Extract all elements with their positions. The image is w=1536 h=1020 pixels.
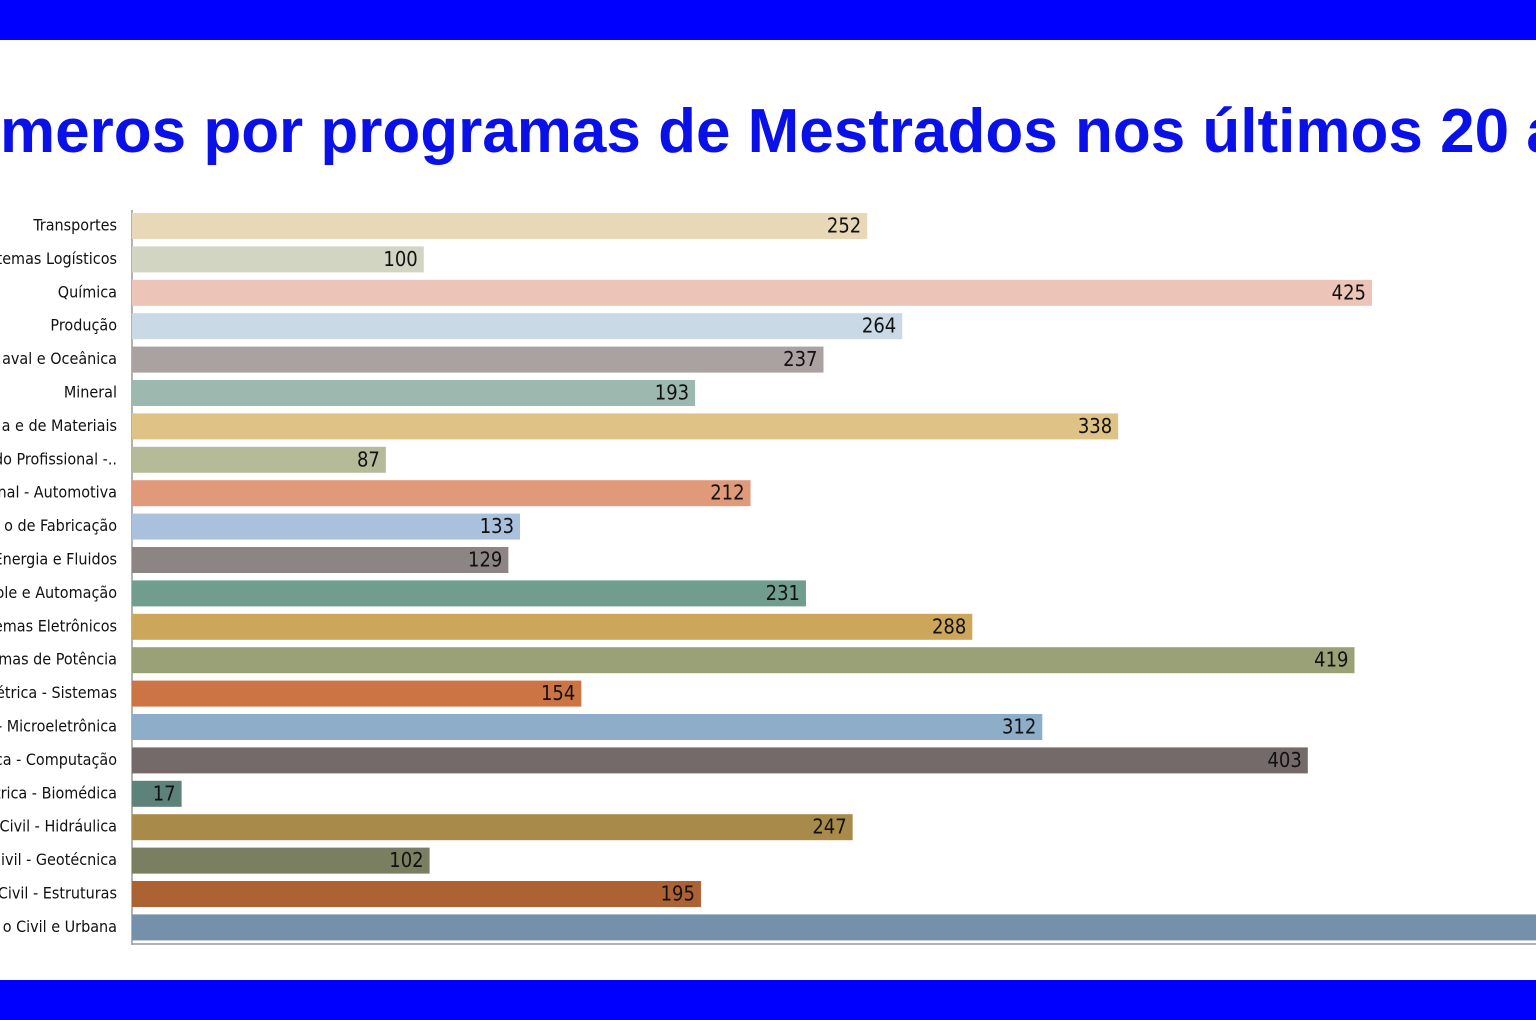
bar xyxy=(132,680,582,707)
value-label: 17 xyxy=(153,781,176,805)
y-tick-label: Energia e Fluidos xyxy=(0,550,117,569)
y-tick-label: a e de Materiais xyxy=(2,416,117,435)
value-label: 403 xyxy=(1267,748,1301,772)
bar xyxy=(132,714,1043,740)
value-label: 129 xyxy=(468,548,502,572)
value-label: 195 xyxy=(661,882,695,906)
value-label: 252 xyxy=(827,214,861,238)
bar xyxy=(132,580,806,607)
y-tick-label: mas de Potência xyxy=(0,650,117,669)
bar xyxy=(132,914,1536,941)
value-label: 338 xyxy=(1078,414,1112,438)
y-tick-label: trica - Biomédica xyxy=(0,783,117,802)
bar xyxy=(132,613,973,640)
y-tick-label: ca - Computação xyxy=(0,750,117,769)
value-label: 247 xyxy=(812,815,846,839)
value-label: 102 xyxy=(389,848,423,872)
bar xyxy=(132,346,824,373)
y-tick-label: ado Profissional -.. xyxy=(0,449,117,468)
top-band xyxy=(0,0,1536,40)
y-tick-label: Produção xyxy=(50,316,117,335)
y-tick-label: o Civil e Urbana xyxy=(3,917,117,936)
value-label: 264 xyxy=(862,314,896,338)
y-tick-label: étrica - Sistemas xyxy=(0,683,117,702)
y-tick-label: emas Eletrônicos xyxy=(0,616,117,635)
value-label: 312 xyxy=(1002,715,1036,739)
bar xyxy=(132,213,868,239)
bar xyxy=(132,480,751,507)
y-tick-label: ole e Automação xyxy=(0,583,117,602)
bar xyxy=(132,446,386,473)
value-label: 288 xyxy=(932,614,966,638)
chart-title: meros por programas de Mestrados nos últ… xyxy=(0,97,1536,166)
value-label: 231 xyxy=(766,581,800,605)
bar xyxy=(132,647,1355,674)
bar xyxy=(132,881,701,907)
y-tick-label: Química xyxy=(58,282,117,301)
bar xyxy=(132,313,903,340)
bar xyxy=(132,413,1119,440)
y-tick-label: ivil - Geotécnica xyxy=(1,850,117,869)
value-label: 425 xyxy=(1332,280,1366,304)
y-tick-label: Civil - Hidráulica xyxy=(0,817,117,836)
y-tick-label: aval e Oceânica xyxy=(2,349,117,368)
y-tick-label: o de Fabricação xyxy=(4,516,117,535)
bar xyxy=(132,380,696,406)
bar xyxy=(132,780,182,807)
bar xyxy=(132,513,521,540)
y-tick-label: Civil - Estruturas xyxy=(0,884,117,903)
value-label: 193 xyxy=(655,381,689,405)
y-tick-label: Mineral xyxy=(64,383,117,402)
bar xyxy=(132,547,509,573)
bar xyxy=(132,847,430,874)
bar xyxy=(132,814,853,841)
value-label: 154 xyxy=(541,681,575,705)
value-label: 133 xyxy=(480,514,514,538)
bottom-band xyxy=(0,980,1536,1020)
value-label: 419 xyxy=(1314,648,1348,672)
bar xyxy=(132,246,424,273)
value-label: 237 xyxy=(783,347,817,371)
bar xyxy=(132,279,1372,306)
bar xyxy=(132,747,1308,774)
y-tick-label: - Microeletrônica xyxy=(0,717,117,736)
y-tick-label: Transportes xyxy=(32,216,117,235)
y-tick-label: nal - Automotiva xyxy=(0,483,117,502)
value-label: 212 xyxy=(710,481,744,505)
y-tick-label: stemas Logísticos xyxy=(0,249,117,268)
value-label: 100 xyxy=(383,247,417,271)
value-label: 87 xyxy=(357,447,380,471)
